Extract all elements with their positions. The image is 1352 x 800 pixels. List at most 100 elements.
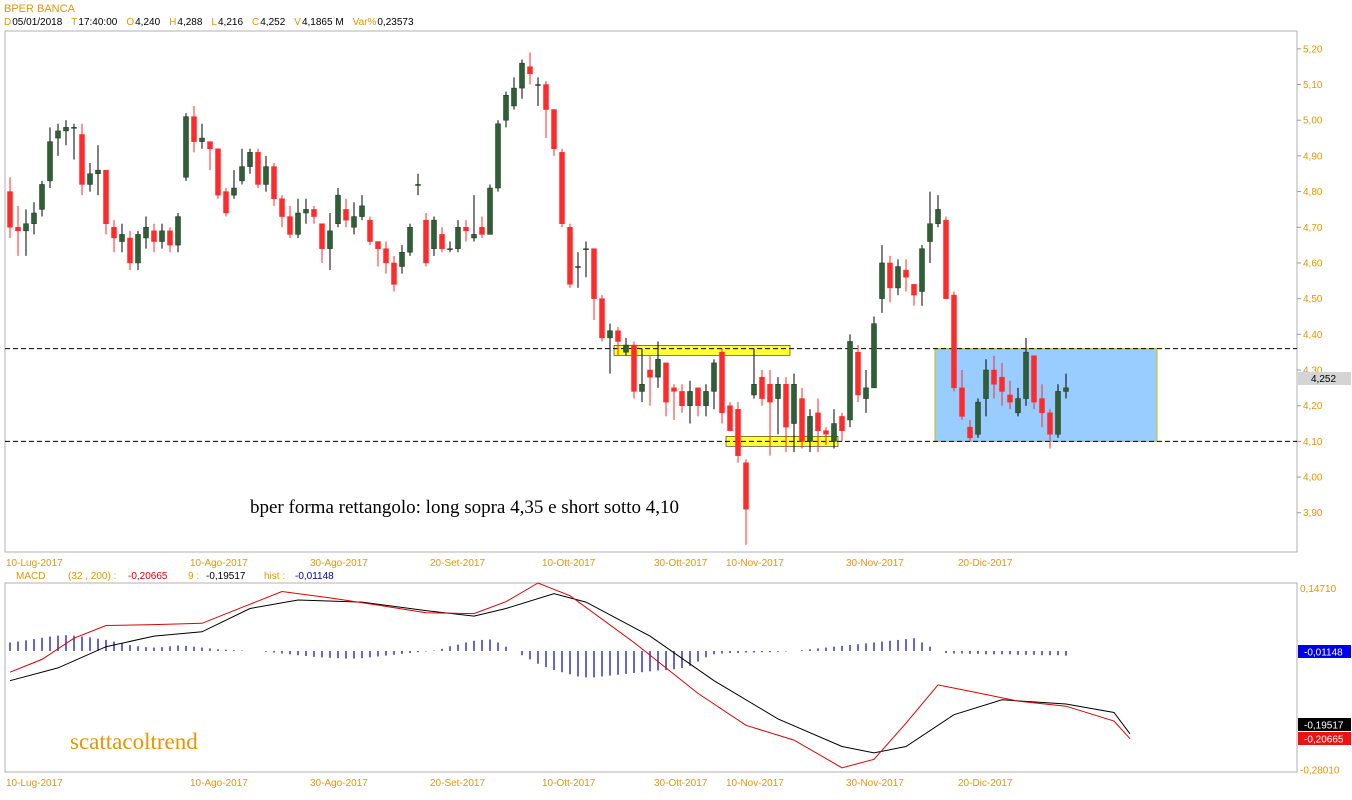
candle-body — [943, 219, 949, 299]
candle-body — [463, 227, 469, 232]
readout-label: D — [4, 17, 11, 28]
candle — [871, 316, 877, 389]
candle-body — [367, 219, 373, 242]
candle — [503, 91, 509, 128]
candle — [359, 195, 365, 221]
candle-body — [191, 116, 197, 142]
candle — [807, 409, 813, 453]
candle — [599, 295, 605, 342]
candle — [151, 223, 157, 253]
candle — [15, 205, 21, 256]
annotation-text: bper forma rettangolo: long sopra 4,35 e… — [250, 497, 679, 518]
candle-body — [207, 141, 213, 150]
candle-body — [671, 387, 677, 392]
readout-value: 05/01/2018 — [12, 17, 62, 28]
candle-body — [343, 209, 349, 221]
candle-body — [7, 191, 13, 228]
x-tick-label: 10-Lug-2017 — [6, 778, 63, 789]
x-tick-label: 10-Ago-2017 — [190, 778, 248, 789]
candle — [87, 163, 93, 192]
candle-body — [631, 344, 637, 392]
candle-body — [831, 423, 837, 442]
candle-body — [791, 384, 797, 424]
candle — [615, 327, 621, 356]
candle — [391, 255, 397, 292]
readout-label: V — [294, 17, 301, 28]
candle-body — [423, 219, 429, 264]
candle-body — [391, 262, 397, 285]
candle-body — [71, 127, 77, 129]
candle — [111, 220, 117, 253]
y-tick-label: 4,60 — [1303, 258, 1323, 269]
candle — [455, 220, 461, 253]
symbol-title: BPER BANCA — [4, 3, 76, 15]
macd-axis: 0,14710 -0,28010 -0,01148 -0,19517 -0,20665 — [1298, 584, 1351, 776]
macd-value-label: -0,19517 — [1304, 721, 1344, 732]
candle — [119, 223, 125, 253]
candle-body — [383, 248, 389, 264]
candle-body — [23, 223, 29, 232]
candle-body — [247, 152, 253, 167]
candle — [47, 127, 53, 189]
x-tick-label: 20-Dic-2017 — [958, 778, 1013, 789]
candle-body — [327, 230, 333, 249]
candle — [903, 259, 909, 292]
candle — [231, 170, 237, 199]
candle-body — [503, 94, 509, 121]
candle-body — [15, 227, 21, 232]
x-tick-label: 10-Ott-2017 — [542, 558, 596, 569]
candle — [447, 241, 453, 253]
x-tick-label: 10-Nov-2017 — [726, 558, 784, 569]
candle-body — [143, 227, 149, 239]
candle — [79, 123, 85, 196]
candle-body — [311, 209, 317, 217]
candle-body — [735, 409, 741, 456]
candle-body — [703, 391, 709, 406]
candle — [799, 387, 805, 449]
candle-body — [175, 216, 181, 246]
readout-label: C — [252, 17, 259, 28]
candle-body — [879, 262, 885, 299]
candle-body — [607, 330, 613, 339]
candle-body — [871, 323, 877, 389]
x-tick-label: 10-Ago-2017 — [190, 558, 248, 569]
y-tick-label: 4,80 — [1303, 187, 1323, 198]
candle-body — [999, 376, 1005, 392]
macd-value-label: -0,01148 — [1304, 648, 1343, 659]
candle — [655, 341, 661, 388]
readout-value: 4,1865 M — [302, 17, 344, 28]
candle-body — [1063, 387, 1069, 392]
candle — [1063, 373, 1069, 399]
macd-date-axis: 10-Lug-2017 10-Ago-2017 30-Ago-2017 20-Set-… — [6, 778, 1013, 789]
candle-body — [903, 269, 909, 278]
candle-body — [199, 137, 205, 142]
candle-body — [567, 227, 573, 285]
candle-body — [551, 109, 557, 150]
candle — [519, 59, 525, 99]
candle-body — [183, 116, 189, 178]
candle — [175, 212, 181, 253]
candle-body — [959, 387, 965, 417]
y-tick-label: 4,90 — [1303, 151, 1323, 162]
candle — [695, 387, 701, 417]
x-tick-label: 30-Nov-2017 — [846, 778, 904, 789]
candle — [343, 198, 349, 228]
candle-body — [271, 166, 277, 199]
macd-value-label: -0,20665 — [1304, 735, 1344, 746]
candle-body — [655, 359, 661, 378]
readout-value: 4,288 — [177, 17, 202, 28]
candle — [959, 370, 965, 420]
y-tick-label: 5,20 — [1303, 44, 1323, 55]
candle — [1007, 380, 1013, 410]
macd-y-label: -0,28010 — [1300, 765, 1340, 776]
candle-body — [1015, 398, 1021, 414]
candle-body — [591, 248, 597, 299]
candle-body — [295, 212, 301, 235]
readout-label: H — [169, 17, 176, 28]
macd-legend-item: hist : — [264, 571, 285, 582]
candle — [191, 105, 197, 153]
macd-legend-item: -0,01148 — [295, 571, 334, 582]
candle-body — [911, 284, 917, 296]
candle-body — [1023, 351, 1029, 399]
y-tick-label: 4,20 — [1303, 401, 1323, 412]
